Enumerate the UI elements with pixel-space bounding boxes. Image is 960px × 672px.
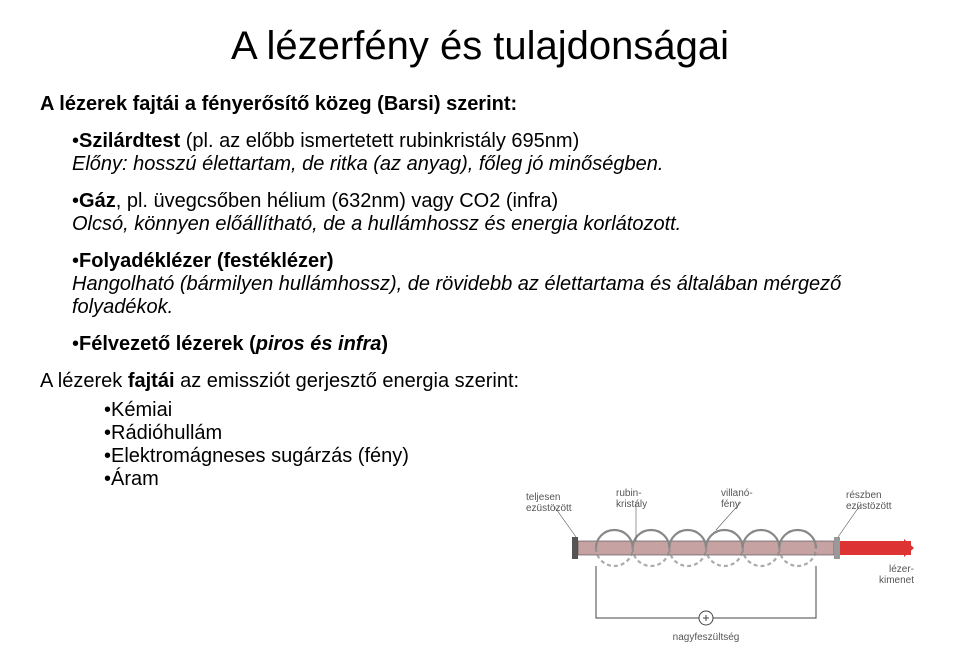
post: az emissziót gerjesztő energia szerint: bbox=[175, 370, 520, 392]
svg-text:fény: fény bbox=[721, 499, 740, 510]
types-by-energy-heading: A lézerek fajtái az emissziót gerjesztő … bbox=[40, 370, 920, 393]
item-gas: •Gáz, pl. üvegcsőben hélium (632nm) vagy… bbox=[72, 190, 920, 236]
bold: fajtái bbox=[128, 370, 175, 392]
item-desc: Olcsó, könnyen előállítható, de a hullám… bbox=[72, 213, 920, 236]
bullet: • bbox=[72, 333, 79, 355]
item-name: Félvezető lézerek ( bbox=[79, 333, 256, 355]
item-liquid: •Folyadéklézer (festéklézer) Hangolható … bbox=[72, 250, 920, 319]
svg-text:villanó-: villanó- bbox=[721, 488, 753, 499]
svg-text:kristály: kristály bbox=[616, 499, 647, 510]
svg-text:ezüstözött: ezüstözött bbox=[846, 501, 892, 512]
item-name: Gáz bbox=[79, 190, 116, 212]
list-item: •Kémiai bbox=[104, 399, 920, 422]
item-tail: (pl. az előbb ismertetett rubinkristály … bbox=[180, 130, 579, 152]
svg-text:rubin-: rubin- bbox=[616, 488, 642, 499]
item-name: Szilárdtest bbox=[79, 130, 180, 152]
energy-list: •Kémiai •Rádióhullám •Elektromágneses su… bbox=[104, 399, 920, 491]
item-desc: Hangolható (bármilyen hullámhossz), de r… bbox=[72, 273, 920, 319]
item-name: Folyadéklézer (festéklézer) bbox=[79, 250, 334, 272]
types-by-medium-heading: A lézerek fajtái a fényerősítő közeg (Ba… bbox=[40, 93, 920, 116]
ruby-laser-diagram: teljesenezüstözöttrubin-kristályvillanó-… bbox=[516, 488, 936, 648]
svg-text:lézer-: lézer- bbox=[889, 564, 914, 575]
list-item: •Rádióhullám bbox=[104, 422, 920, 445]
item-semiconductor: •Félvezető lézerek (piros és infra) bbox=[72, 333, 920, 356]
item-tail: ) bbox=[381, 333, 388, 355]
page-title: A lézerfény és tulajdonságai bbox=[40, 24, 920, 69]
bullet: • bbox=[72, 130, 79, 152]
bullet: • bbox=[72, 190, 79, 212]
bullet: • bbox=[72, 250, 79, 272]
item-desc: Előny: hosszú élettartam, de ritka (az a… bbox=[72, 153, 920, 176]
svg-text:ezüstözött: ezüstözött bbox=[526, 503, 572, 514]
svg-text:részben: részben bbox=[846, 490, 882, 501]
item-solid: •Szilárdtest (pl. az előbb ismertetett r… bbox=[72, 130, 920, 176]
item-tail: , pl. üvegcsőben hélium (632nm) vagy CO2… bbox=[116, 190, 558, 212]
svg-text:kimenet: kimenet bbox=[879, 575, 914, 586]
svg-text:teljesen: teljesen bbox=[526, 492, 560, 503]
pre: A lézerek bbox=[40, 370, 128, 392]
svg-text:nagyfeszültség: nagyfeszültség bbox=[673, 632, 740, 643]
item-bi: piros és infra bbox=[256, 333, 382, 355]
list-item: •Elektromágneses sugárzás (fény) bbox=[104, 445, 920, 468]
